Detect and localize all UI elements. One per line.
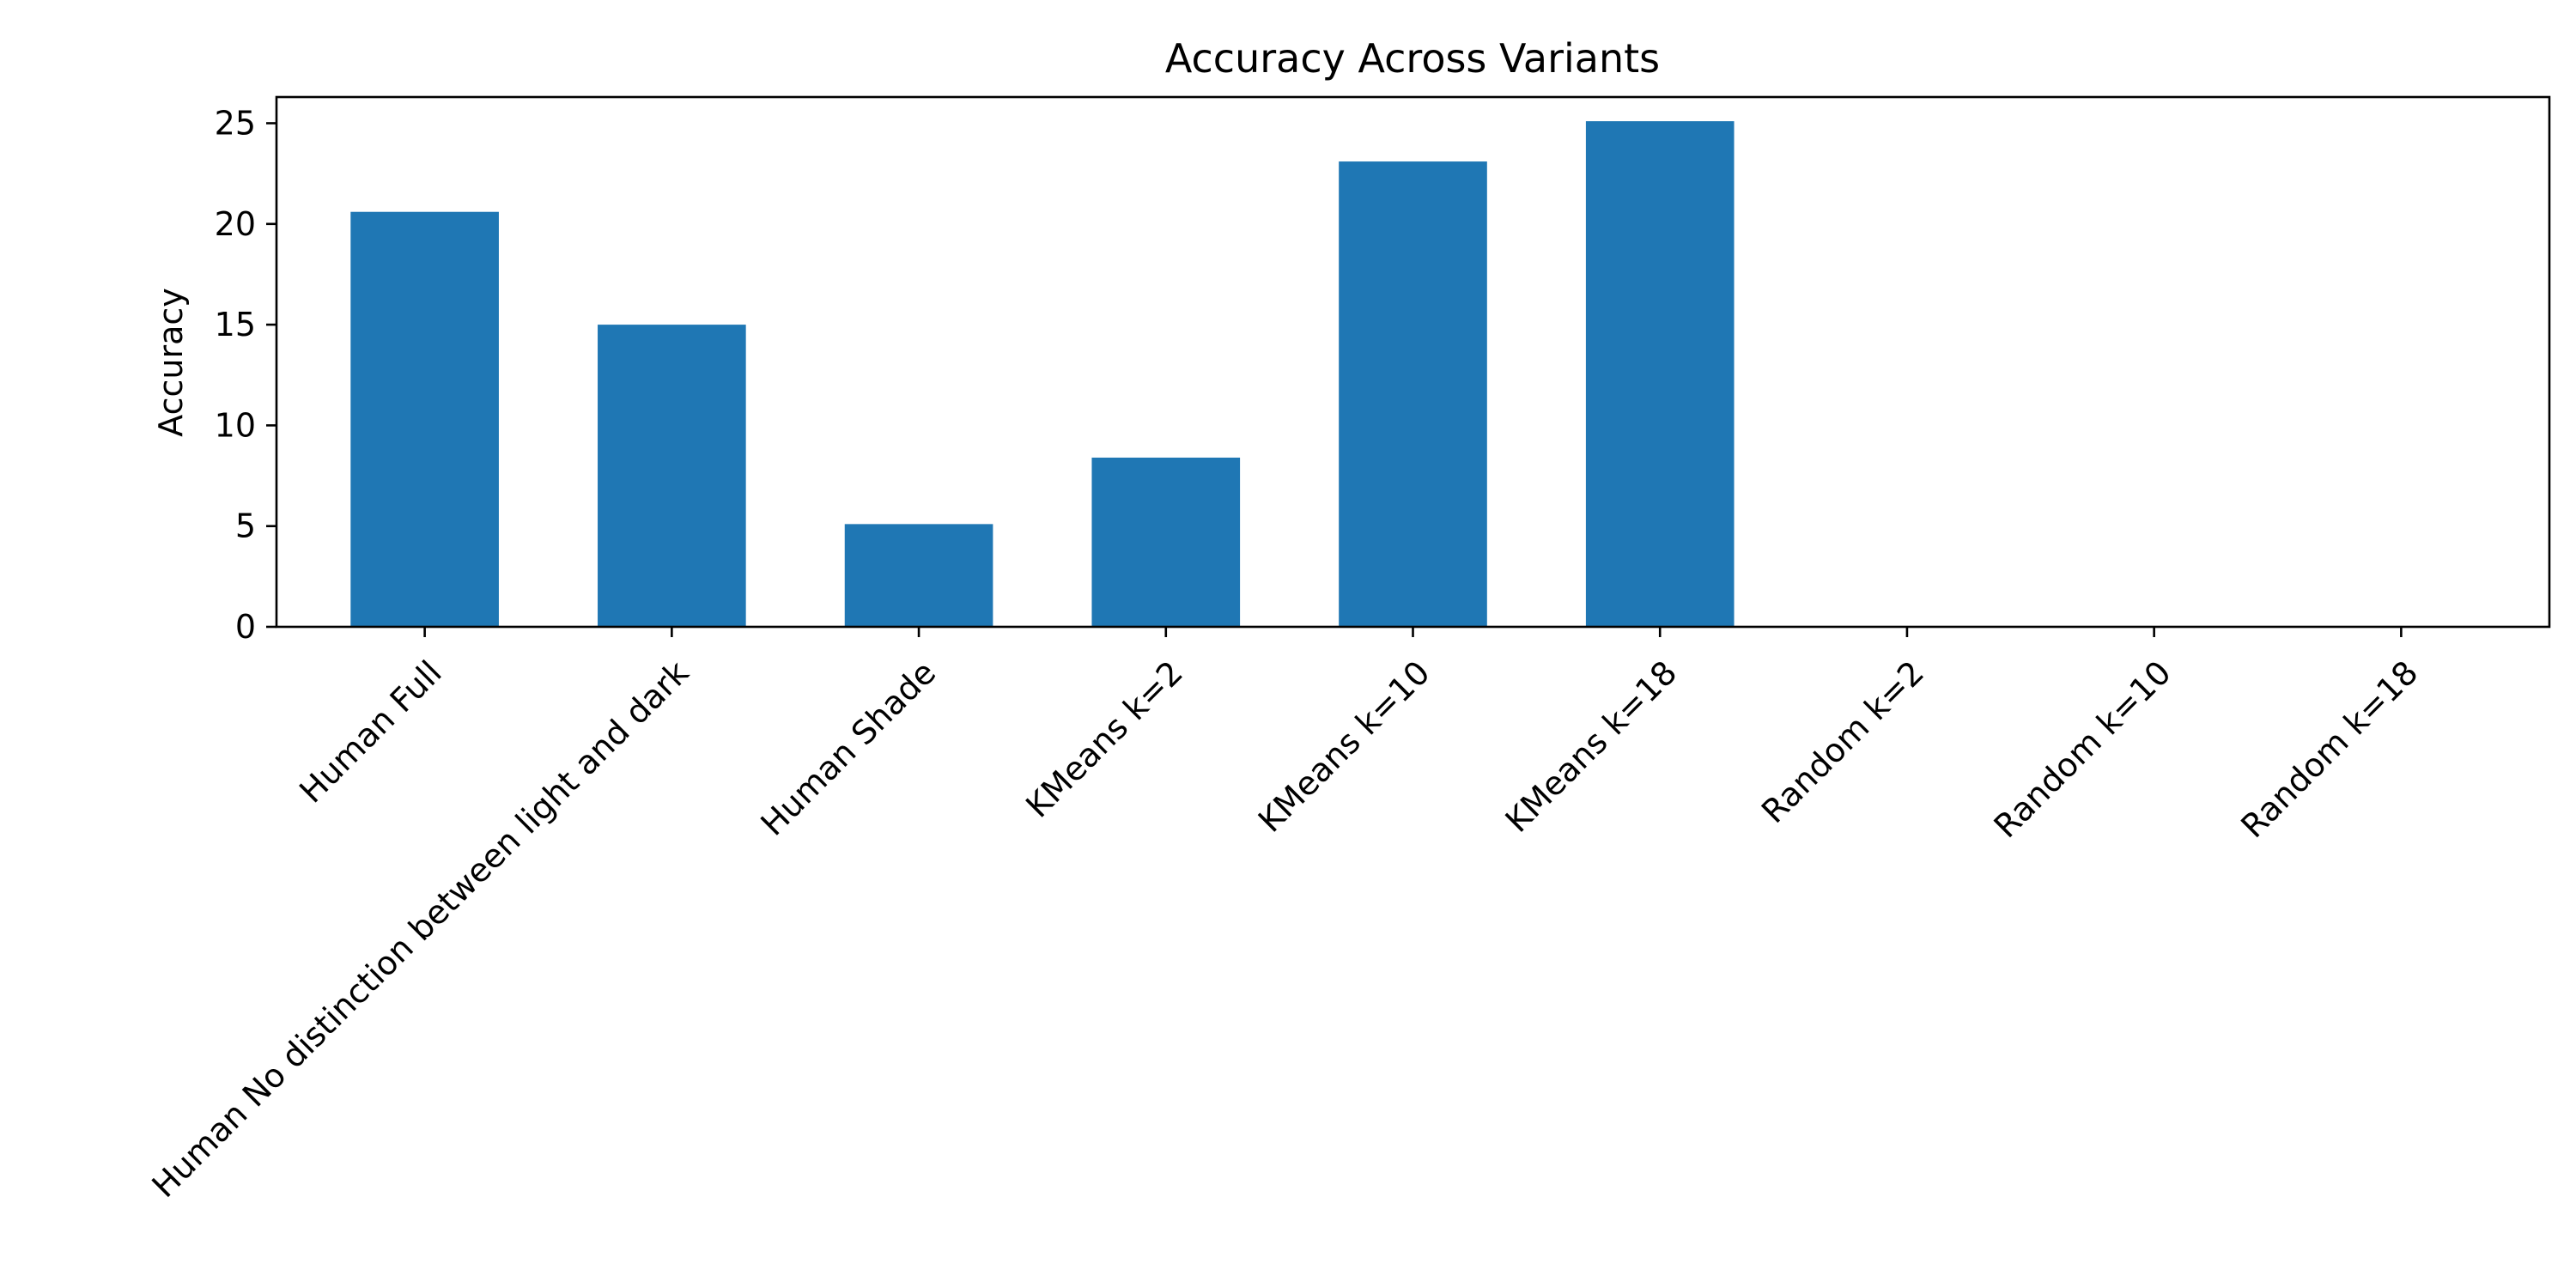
y-tick-label: 10 <box>215 406 256 444</box>
x-tick-label: Random k=18 <box>2233 653 2425 845</box>
bars-layer <box>350 121 1735 628</box>
chart-title: Accuracy Across Variants <box>1165 35 1660 82</box>
bar-2 <box>598 325 746 627</box>
bar-5 <box>1339 161 1487 627</box>
x-tick-label: Random k=10 <box>1987 653 2178 845</box>
bar-6 <box>1585 121 1735 627</box>
y-axis-ticks: 0 5 10 15 20 25 <box>215 104 276 646</box>
x-tick-label: Human No distinction between light and d… <box>144 653 696 1205</box>
bar-3 <box>844 524 993 627</box>
plot-area-frame <box>275 95 2551 629</box>
y-tick-label: 25 <box>215 104 256 142</box>
x-tick-label: Human Full <box>292 653 449 811</box>
x-tick-label: Human Shade <box>754 653 944 843</box>
y-tick-label: 20 <box>215 205 256 243</box>
x-tick-label: KMeans k=18 <box>1498 653 1685 840</box>
y-tick-label: 15 <box>215 306 256 343</box>
bar-4 <box>1091 457 1241 627</box>
x-tick-label: Random k=2 <box>1754 653 1931 830</box>
y-tick-label: 5 <box>235 507 256 545</box>
y-axis-label: Accuracy <box>152 288 190 437</box>
x-tick-label: KMeans k=10 <box>1251 653 1437 840</box>
bar-1 <box>350 211 499 628</box>
x-tick-label: KMeans k=2 <box>1018 653 1190 825</box>
y-tick-label: 0 <box>235 608 256 646</box>
